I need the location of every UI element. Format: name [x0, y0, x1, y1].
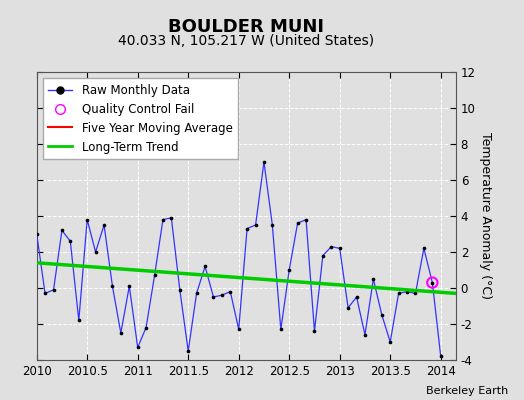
Point [319, 252, 327, 259]
Point [58, 227, 66, 234]
Legend: Raw Monthly Data, Quality Control Fail, Five Year Moving Average, Long-Term Tren: Raw Monthly Data, Quality Control Fail, … [42, 78, 238, 160]
Point [32, 231, 41, 237]
Point [91, 249, 100, 255]
Point [428, 279, 436, 286]
Point [420, 245, 428, 252]
Point [201, 263, 209, 270]
Point [243, 225, 252, 232]
Point [192, 290, 201, 297]
Point [310, 328, 319, 334]
Point [436, 353, 445, 360]
Point [378, 312, 386, 318]
Point [411, 290, 420, 297]
Y-axis label: Temperature Anomaly (°C): Temperature Anomaly (°C) [479, 132, 493, 300]
Point [125, 283, 134, 290]
Point [335, 245, 344, 252]
Point [386, 339, 395, 345]
Point [217, 292, 226, 298]
Point [327, 243, 335, 250]
Point [226, 288, 235, 295]
Point [395, 290, 403, 297]
Point [108, 283, 117, 290]
Point [252, 222, 260, 228]
Point [302, 216, 310, 223]
Point [293, 220, 302, 226]
Point [100, 222, 108, 228]
Point [184, 348, 192, 354]
Point [428, 279, 436, 286]
Point [344, 305, 352, 311]
Point [159, 216, 167, 223]
Point [361, 332, 369, 338]
Point [66, 238, 74, 244]
Point [74, 317, 83, 324]
Point [268, 222, 277, 228]
Point [150, 272, 159, 278]
Point [285, 267, 293, 273]
Point [209, 294, 217, 300]
Point [41, 290, 49, 297]
Point [134, 344, 142, 350]
Point [403, 288, 411, 295]
Text: Berkeley Earth: Berkeley Earth [426, 386, 508, 396]
Point [176, 286, 184, 293]
Point [83, 216, 91, 223]
Text: BOULDER MUNI: BOULDER MUNI [168, 18, 324, 36]
Text: 40.033 N, 105.217 W (United States): 40.033 N, 105.217 W (United States) [118, 34, 374, 48]
Point [369, 276, 378, 282]
Point [353, 294, 361, 300]
Point [167, 214, 176, 221]
Point [117, 330, 125, 336]
Point [235, 326, 243, 333]
Point [260, 159, 268, 165]
Point [277, 326, 285, 333]
Point [142, 324, 150, 331]
Point [49, 286, 58, 293]
